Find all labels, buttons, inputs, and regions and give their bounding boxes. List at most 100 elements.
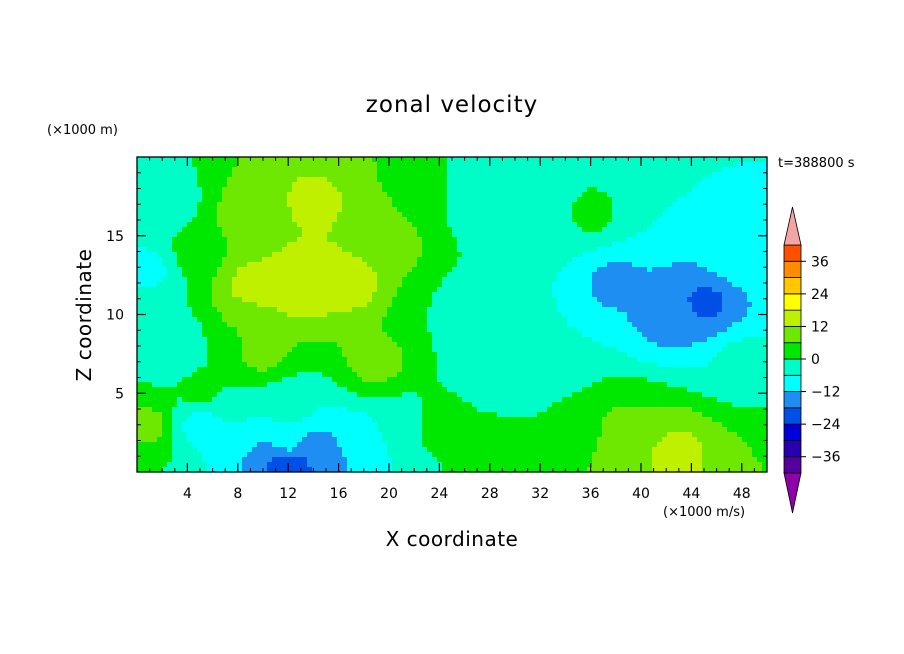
field-cell	[372, 332, 378, 338]
field-cell	[367, 467, 373, 472]
field-cell	[472, 412, 478, 418]
field-cell	[422, 207, 428, 213]
field-cell	[372, 422, 378, 428]
field-cell	[507, 197, 513, 203]
field-cell	[222, 332, 228, 338]
field-cell	[352, 247, 358, 253]
field-cell	[157, 362, 163, 368]
field-cell	[467, 257, 473, 263]
field-cell	[362, 282, 368, 288]
field-cell	[222, 427, 228, 433]
field-cell	[282, 242, 288, 248]
field-cell	[297, 357, 303, 363]
field-cell	[257, 157, 263, 163]
field-cell	[387, 227, 393, 233]
field-cell	[282, 297, 288, 303]
field-cell	[157, 347, 163, 353]
field-cell	[317, 332, 323, 338]
field-cell	[502, 257, 508, 263]
field-cell	[227, 347, 233, 353]
field-cell	[137, 267, 143, 273]
field-cell	[322, 207, 328, 213]
field-cell	[292, 372, 298, 378]
field-cell	[352, 292, 358, 298]
field-cell	[147, 312, 153, 318]
field-cell	[412, 212, 418, 218]
field-cell	[147, 192, 153, 198]
field-cell	[202, 382, 208, 388]
field-cell	[527, 177, 533, 183]
field-cell	[232, 327, 238, 333]
field-cell	[182, 272, 188, 278]
field-cell	[472, 352, 478, 358]
field-cell	[437, 417, 443, 423]
field-cell	[477, 367, 483, 373]
field-cell	[512, 242, 518, 248]
field-cell	[407, 247, 413, 253]
field-cell	[372, 392, 378, 398]
field-cell	[397, 337, 403, 343]
field-cell	[507, 207, 513, 213]
field-cell	[187, 352, 193, 358]
field-cell	[302, 442, 308, 448]
field-cell	[287, 347, 293, 353]
field-cell	[502, 377, 508, 383]
field-cell	[472, 187, 478, 193]
field-cell	[267, 157, 273, 163]
field-cell	[222, 317, 228, 323]
field-cell	[497, 422, 503, 428]
field-cell	[212, 322, 218, 328]
field-cell	[192, 432, 198, 438]
field-cell	[397, 202, 403, 208]
field-cell	[467, 342, 473, 348]
field-cell	[442, 262, 448, 268]
field-cell	[337, 457, 343, 463]
field-cell	[332, 382, 338, 388]
field-cell	[392, 237, 398, 243]
field-cell	[147, 197, 153, 203]
field-cell	[252, 332, 258, 338]
field-cell	[242, 337, 248, 343]
field-cell	[432, 362, 438, 368]
field-cell	[137, 212, 143, 218]
field-cell	[172, 257, 178, 263]
field-cell	[142, 467, 148, 472]
field-cell	[517, 417, 523, 423]
field-cell	[232, 287, 238, 293]
field-cell	[257, 382, 263, 388]
field-cell	[342, 242, 348, 248]
field-cell	[252, 292, 258, 298]
field-cell	[187, 202, 193, 208]
field-cell	[277, 452, 283, 458]
field-cell	[462, 272, 468, 278]
field-cell	[137, 252, 143, 258]
field-cell	[427, 407, 433, 413]
field-cell	[497, 162, 503, 168]
field-cell	[137, 287, 143, 293]
field-cell	[477, 412, 483, 418]
field-cell	[502, 392, 508, 398]
field-cell	[392, 442, 398, 448]
field-cell	[402, 197, 408, 203]
field-cell	[507, 467, 513, 472]
field-cell	[262, 232, 268, 238]
field-cell	[382, 447, 388, 453]
field-cell	[237, 302, 243, 308]
field-cell	[352, 217, 358, 223]
field-cell	[422, 467, 428, 472]
field-cell	[482, 187, 488, 193]
field-cell	[362, 422, 368, 428]
field-cell	[177, 382, 183, 388]
field-cell	[487, 287, 493, 293]
field-cell	[432, 237, 438, 243]
field-cell	[157, 177, 163, 183]
field-cell	[137, 337, 143, 343]
field-cell	[482, 362, 488, 368]
field-cell	[392, 207, 398, 213]
field-cell	[392, 322, 398, 328]
field-cell	[372, 427, 378, 433]
field-cell	[362, 262, 368, 268]
field-cell	[272, 412, 278, 418]
field-cell	[472, 292, 478, 298]
field-cell	[192, 202, 198, 208]
